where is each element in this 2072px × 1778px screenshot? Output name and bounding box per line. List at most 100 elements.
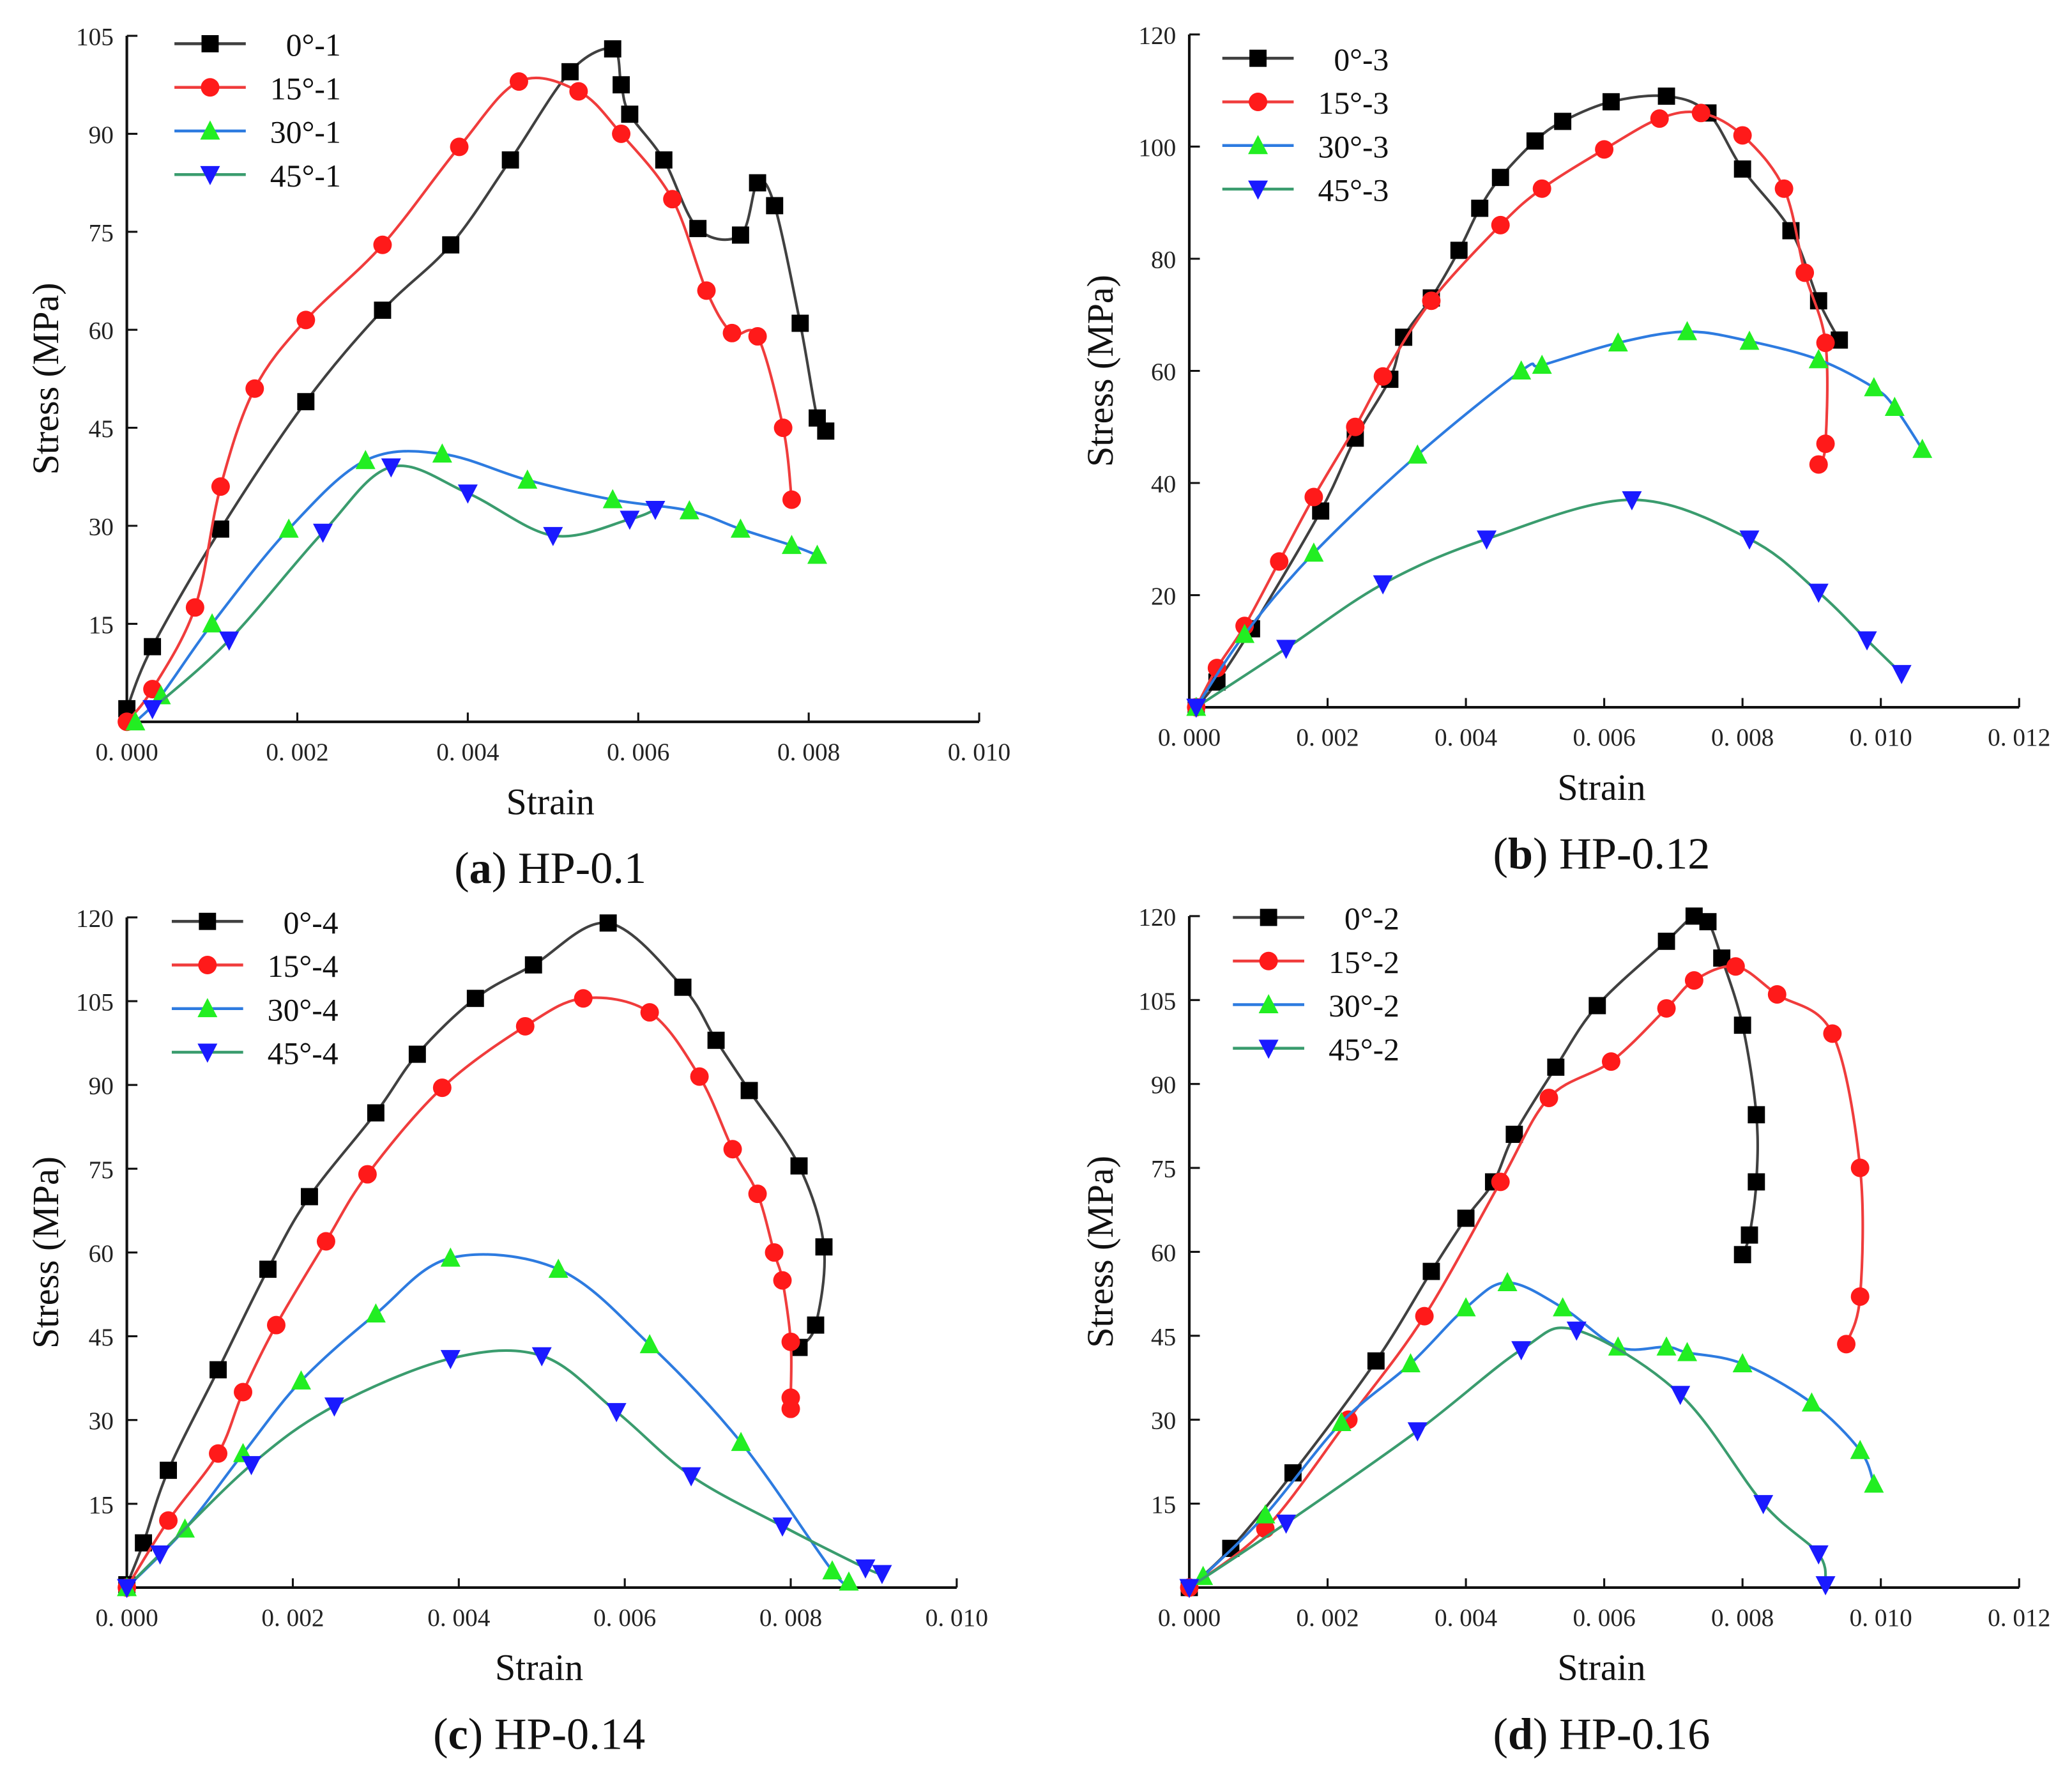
data-point-marker bbox=[620, 510, 640, 530]
series-2 bbox=[1193, 1272, 1884, 1585]
series-line bbox=[125, 47, 827, 710]
data-point-marker bbox=[1816, 434, 1835, 454]
y-tick-label: 45 bbox=[89, 1323, 114, 1351]
y-tick-label: 15 bbox=[89, 611, 114, 639]
legend-entry: 30°-1 bbox=[174, 115, 341, 150]
data-point-marker bbox=[1748, 1106, 1765, 1124]
legend-entry: 30°-2 bbox=[1233, 988, 1399, 1023]
data-point-marker bbox=[690, 1067, 709, 1086]
data-point-marker bbox=[1407, 1422, 1428, 1442]
legend-label: 45°-3 bbox=[1318, 173, 1389, 208]
data-point-marker bbox=[450, 137, 469, 157]
y-tick-label: 105 bbox=[76, 988, 114, 1016]
data-point-marker bbox=[144, 638, 162, 655]
caption-letter: b bbox=[1508, 829, 1533, 878]
data-point-marker bbox=[185, 598, 204, 617]
series-3 bbox=[1179, 1321, 1836, 1598]
series-line bbox=[1195, 498, 1903, 709]
data-point-marker bbox=[807, 544, 828, 564]
data-point-marker bbox=[543, 526, 563, 546]
data-point-marker bbox=[655, 151, 673, 169]
panel-caption: (a) HP-0.1 bbox=[454, 843, 646, 893]
x-tick-label: 0. 000 bbox=[1158, 1604, 1221, 1632]
series-line bbox=[1194, 110, 1829, 708]
caption-text: HP-0.12 bbox=[1559, 829, 1710, 878]
data-point-marker bbox=[374, 302, 392, 319]
x-tick-label: 0. 008 bbox=[1711, 1604, 1774, 1632]
data-point-marker bbox=[296, 310, 316, 330]
series-0 bbox=[1187, 88, 1848, 716]
data-point-marker bbox=[606, 1403, 627, 1423]
data-point-marker bbox=[748, 1184, 767, 1204]
caption-text: HP-0.14 bbox=[494, 1709, 645, 1759]
data-point-marker bbox=[1491, 215, 1510, 234]
x-tick-label: 0. 002 bbox=[1296, 1604, 1359, 1632]
data-point-marker bbox=[1276, 640, 1297, 659]
data-point-marker bbox=[241, 1456, 262, 1476]
legend-label: 30°-4 bbox=[268, 992, 339, 1027]
y-tick-label: 30 bbox=[1151, 1407, 1176, 1435]
panel-caption: (d) HP-0.16 bbox=[1493, 1709, 1710, 1759]
data-point-marker bbox=[234, 1383, 252, 1402]
data-point-marker bbox=[1739, 330, 1760, 350]
data-point-marker bbox=[1608, 332, 1628, 352]
data-point-marker bbox=[1767, 985, 1786, 1004]
data-point-marker bbox=[501, 151, 519, 169]
data-point-marker bbox=[125, 711, 146, 731]
data-point-marker bbox=[1816, 333, 1835, 353]
y-tick-label: 60 bbox=[1151, 1239, 1176, 1267]
data-point-marker bbox=[1505, 1126, 1523, 1143]
series-2 bbox=[117, 1247, 859, 1597]
data-point-marker bbox=[604, 40, 621, 57]
data-point-marker bbox=[367, 1104, 385, 1122]
data-point-marker bbox=[358, 1165, 377, 1184]
data-point-marker bbox=[1471, 199, 1489, 217]
series-0 bbox=[118, 914, 833, 1593]
data-point-marker bbox=[1657, 88, 1675, 105]
data-point-marker bbox=[259, 1261, 277, 1278]
series-line bbox=[126, 1253, 850, 1589]
data-point-marker bbox=[1491, 1172, 1510, 1192]
data-point-marker bbox=[355, 450, 376, 470]
y-tick-label: 40 bbox=[1151, 470, 1176, 498]
data-point-marker bbox=[772, 1517, 793, 1537]
data-point-marker bbox=[1684, 971, 1703, 990]
x-axis-label: Strain bbox=[1557, 767, 1645, 808]
data-point-marker bbox=[1331, 1411, 1352, 1431]
caption-paren: ) bbox=[492, 843, 518, 893]
data-point-marker bbox=[324, 1397, 344, 1417]
data-point-marker bbox=[1808, 1545, 1829, 1565]
data-point-marker bbox=[1801, 1392, 1822, 1412]
data-point-marker bbox=[1595, 140, 1614, 159]
data-point-marker bbox=[1733, 126, 1752, 145]
data-point-marker bbox=[1774, 179, 1794, 198]
data-point-marker bbox=[730, 518, 750, 538]
legend-label: 15°-4 bbox=[268, 949, 339, 984]
data-point-marker bbox=[373, 235, 392, 254]
data-point-marker bbox=[1726, 957, 1745, 976]
series-1 bbox=[118, 989, 800, 1597]
data-point-marker bbox=[1837, 1335, 1856, 1354]
data-point-marker bbox=[1511, 360, 1532, 379]
data-point-marker bbox=[1186, 698, 1207, 718]
data-point-marker bbox=[1732, 1353, 1753, 1373]
panel-a: 0. 000 0. 002 0. 004 0. 006 0. 008 0. 010 15 30… bbox=[25, 23, 1010, 894]
data-point-marker bbox=[1554, 112, 1572, 130]
legend-marker bbox=[1258, 1039, 1279, 1059]
data-point-marker bbox=[574, 989, 593, 1008]
legend-label: 15°-2 bbox=[1329, 945, 1399, 980]
data-point-marker bbox=[1677, 1342, 1698, 1361]
legend-label: 45°-1 bbox=[270, 158, 341, 194]
legend-marker bbox=[197, 998, 218, 1018]
data-point-marker bbox=[442, 236, 460, 254]
x-tick-label: 0. 010 bbox=[926, 1604, 988, 1632]
legend-entry: 45°-4 bbox=[171, 1036, 339, 1071]
legend-entry: 0°-4 bbox=[171, 905, 339, 940]
y-tick-label: 120 bbox=[76, 904, 114, 932]
data-point-marker bbox=[1179, 1579, 1200, 1598]
y-tick-label: 90 bbox=[89, 121, 114, 149]
x-tick-label: 0. 008 bbox=[777, 738, 840, 766]
x-tick-label: 0. 008 bbox=[1711, 723, 1774, 751]
legend-label: 45°-2 bbox=[1329, 1032, 1399, 1067]
x-tick-label: 0. 012 bbox=[1988, 1604, 2050, 1632]
